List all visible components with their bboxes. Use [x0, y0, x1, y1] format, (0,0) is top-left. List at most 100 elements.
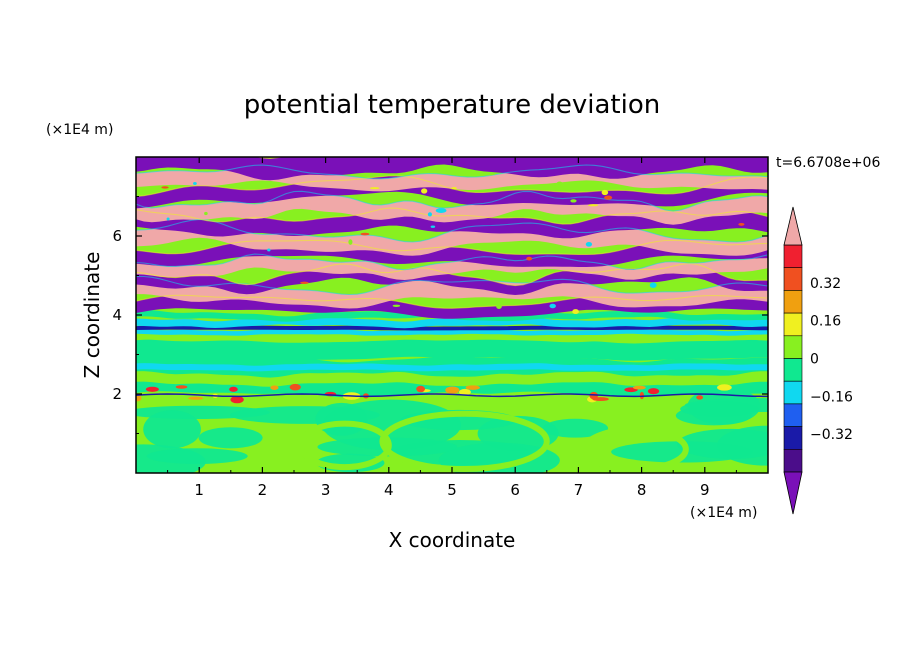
x-tick-label: 8 [637, 481, 647, 499]
colorbar-label: −0.16 [810, 389, 853, 405]
fine-speck [604, 195, 613, 200]
y-tick-label: 6 [112, 227, 122, 245]
fine-speck [570, 199, 577, 203]
fine-speck [496, 304, 502, 309]
fine-speck [572, 309, 579, 315]
warm-speck [717, 384, 732, 391]
contour-edge [136, 253, 768, 271]
fine-speck [427, 212, 433, 217]
warm-speck [696, 395, 704, 400]
fine-speck [556, 181, 563, 185]
x-axis-label: X coordinate [389, 528, 516, 552]
colorbar-swatch [783, 403, 803, 427]
band-green-upper [136, 338, 768, 361]
x-tick-label: 6 [510, 481, 520, 499]
contour-edge [136, 164, 768, 180]
green-patch [542, 418, 609, 438]
fine-speck [418, 200, 430, 203]
fine-speck [204, 211, 208, 216]
colorbar-swatch [783, 335, 803, 359]
swirl [581, 426, 689, 473]
swirl [379, 410, 550, 473]
colorbar-label: 0.32 [810, 276, 841, 292]
heatmap-field [136, 157, 768, 473]
fine-speck [161, 186, 169, 189]
contour-edge [136, 207, 768, 225]
fine-speck [549, 303, 556, 309]
colorbar-swatch [783, 448, 803, 473]
fine-speck [193, 181, 197, 185]
band-purple [136, 157, 768, 181]
y-tick-label: 4 [112, 306, 122, 324]
x-tick-label: 7 [574, 481, 584, 499]
x-tick-label: 9 [700, 481, 710, 499]
contour-edge [136, 239, 768, 256]
warm-speck [445, 386, 460, 394]
x-tick-label: 4 [384, 481, 394, 499]
contour-line-blue [136, 393, 768, 398]
warm-speck [416, 385, 426, 393]
green-patch [680, 400, 759, 418]
contour-edge [136, 218, 768, 243]
fine-speck [166, 217, 170, 221]
y-axis-label: Z coordinate [80, 252, 104, 379]
warm-speck [647, 388, 660, 395]
colorbar-swatch [783, 290, 803, 314]
fine-speck [585, 241, 593, 247]
fine-speck [738, 223, 745, 226]
warm-speck [229, 386, 238, 392]
colorbar-swatch [783, 312, 803, 337]
warm-speck [592, 397, 609, 402]
contour-edge [136, 190, 768, 212]
band-pink [136, 219, 768, 256]
chart-title: potential temperature deviation [244, 90, 660, 120]
x-unit-label: (×1E4 m) [690, 505, 757, 521]
fine-speck [451, 187, 457, 190]
swirl [297, 420, 392, 471]
fine-speck [484, 172, 495, 176]
warm-speck [230, 395, 244, 404]
fine-speck [601, 189, 609, 196]
band-pink [136, 254, 768, 280]
warm-speck [188, 396, 204, 400]
x-axis: 1 2 3 4 5 6 7 8 9 [167, 157, 737, 499]
fine-speck [733, 275, 740, 280]
band-blue-thin [136, 325, 768, 331]
fine-speck [369, 187, 380, 190]
y-axis: 2 4 6 [112, 196, 768, 434]
colorbar-swatch [783, 426, 803, 450]
green-patch [677, 428, 768, 459]
fine-speck [587, 204, 599, 207]
fine-speck [392, 304, 401, 308]
x-tick-label: 3 [321, 481, 331, 499]
warm-speck [136, 394, 142, 402]
fine-speck [348, 239, 353, 245]
band-cyan-thin [136, 328, 768, 336]
warm-speck [145, 386, 159, 392]
fine-speck [360, 232, 370, 236]
fine-speck [267, 248, 271, 252]
colorbar-swatch [783, 358, 803, 382]
x-tick-label: 5 [447, 481, 457, 499]
band-cyan-mid [136, 363, 768, 372]
green-patch [198, 427, 263, 449]
band-pink [136, 276, 768, 309]
contour-edge [136, 175, 768, 198]
colorbar-over-arrow [783, 206, 803, 246]
fine-speck [526, 256, 533, 261]
y-tick-label: 2 [112, 385, 122, 403]
green-patch [438, 442, 560, 473]
green-patch [143, 410, 201, 449]
fine-speck [649, 282, 657, 288]
fine-speck [435, 208, 447, 214]
colorbar: 0.32 0.16 0 −0.16 −0.32 [783, 206, 853, 515]
warm-speck [175, 385, 188, 389]
band-lime-mid [136, 371, 768, 387]
warm-speck [270, 385, 279, 390]
contour-edge [136, 262, 768, 287]
contour-edge [136, 294, 768, 309]
time-label: t=6.6708e+06 [776, 155, 880, 171]
colorbar-under-arrow [783, 471, 803, 515]
fine-speck [300, 281, 309, 284]
